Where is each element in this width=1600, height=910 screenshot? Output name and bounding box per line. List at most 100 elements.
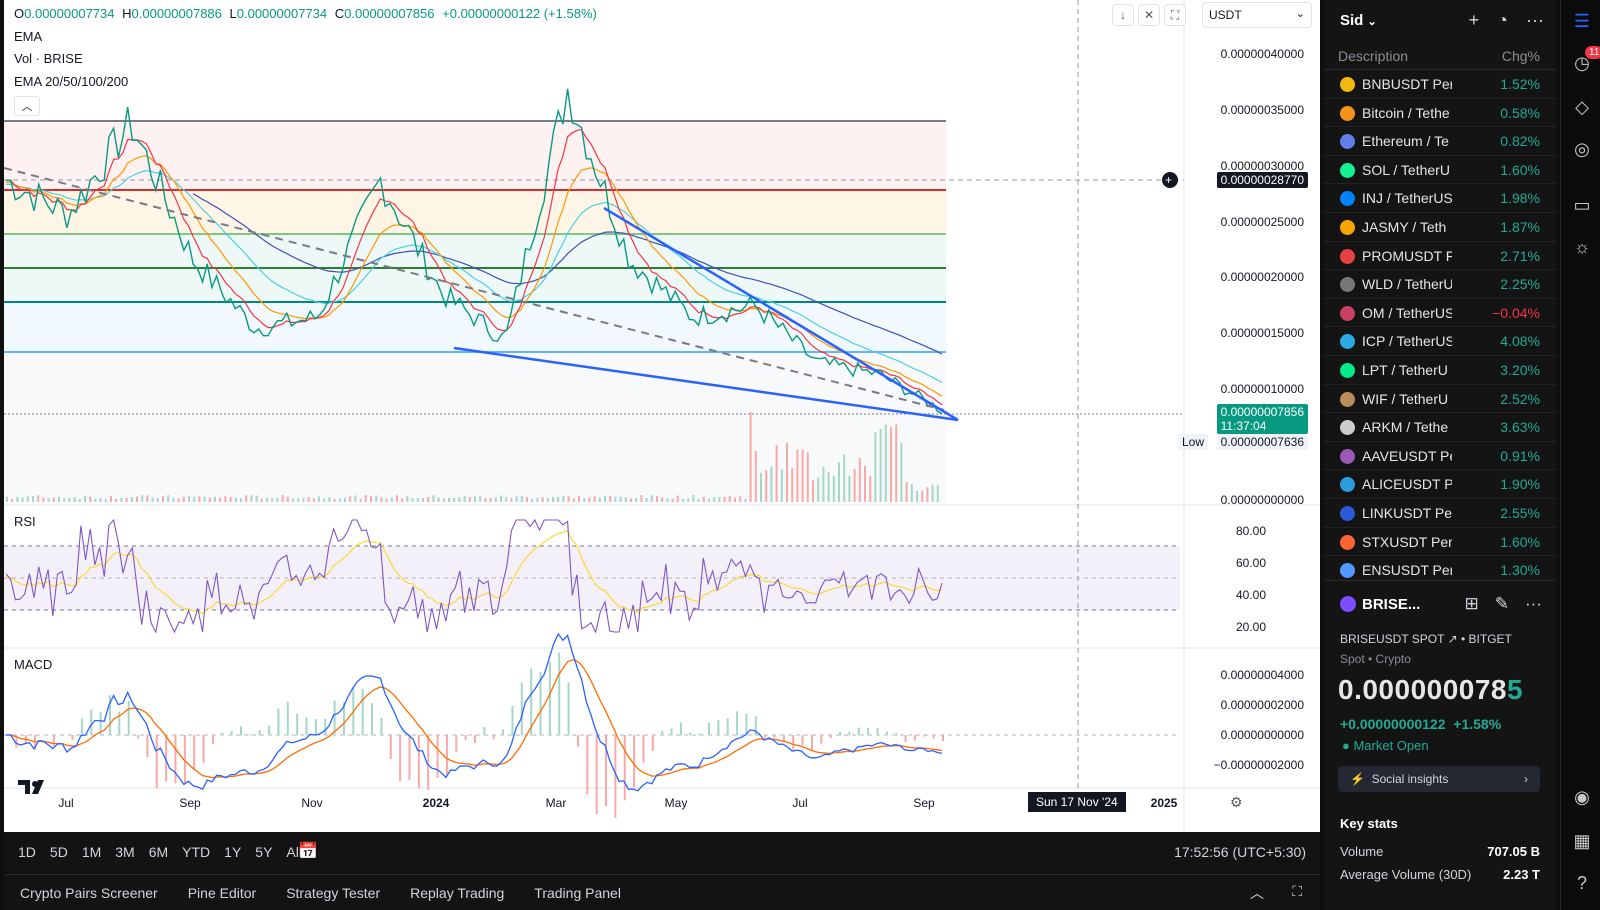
detail-market-type: Spot • Crypto: [1340, 652, 1411, 666]
column-change[interactable]: Chg%: [1501, 48, 1540, 64]
watchlist-row[interactable]: Bitcoin / Tethe 0.58%: [1324, 99, 1556, 128]
watchlist-row[interactable]: JASMY / Teth 1.87%: [1324, 213, 1556, 242]
rsi-pane-title[interactable]: RSI: [14, 514, 36, 529]
watchlist-row[interactable]: ICP / TetherUS 4.08%: [1324, 327, 1556, 356]
range-button[interactable]: 5Y: [255, 844, 273, 860]
lightbulb-icon[interactable]: ☼: [1573, 237, 1591, 257]
watchlist-row[interactable]: WLD / TetherU 2.25%: [1324, 270, 1556, 299]
watchlist-row[interactable]: AAVEUSDT Pe 0.91%: [1324, 442, 1556, 471]
watchlist-row[interactable]: OM / TetherUS −0.04%: [1324, 299, 1556, 328]
indicator-ema-ribbon[interactable]: EMA 20/50/100/200: [14, 74, 129, 89]
watchlist-symbol: WIF / TetherU: [1362, 390, 1449, 407]
rsi-line: [5, 518, 943, 634]
calendar-icon[interactable]: ▦: [1573, 831, 1591, 851]
coin-icon: [1340, 77, 1355, 92]
layers-icon[interactable]: ◇: [1575, 97, 1589, 117]
volume-bar: [219, 497, 222, 502]
watchlist-row[interactable]: ARKM / Tethe 3.63%: [1324, 413, 1556, 442]
chevron-up-icon[interactable]: ︿: [1250, 885, 1264, 901]
watchlist-title[interactable]: Sid ⌄: [1340, 12, 1377, 29]
tradingview-logo-icon[interactable]: [18, 778, 48, 796]
macd-histogram-bar: [792, 735, 795, 750]
indicator-volume[interactable]: Vol · BRISE: [14, 51, 83, 66]
chart-area[interactable]: + O0.00000007734 H0.00000007886 L0.00000…: [4, 0, 1320, 832]
hotlist-icon[interactable]: ◉: [1574, 787, 1590, 807]
watchlist-row[interactable]: WIF / TetherU 2.52%: [1324, 385, 1556, 414]
watchlist-row[interactable]: INJ / TetherUS 1.98%: [1324, 184, 1556, 213]
fullscreen-button[interactable]: ⛶: [1164, 4, 1186, 26]
watchlist-row[interactable]: STXUSDT Per 1.60%: [1324, 528, 1556, 557]
bottom-tab[interactable]: Replay Trading: [410, 885, 505, 901]
watchlist-change: 2.71%: [1500, 247, 1540, 264]
collapse-legend-button[interactable]: ︿: [14, 96, 40, 116]
chart-canvas[interactable]: +: [4, 0, 1320, 832]
bottom-tab[interactable]: Pine Editor: [187, 885, 257, 901]
more-icon[interactable]: ···: [1526, 10, 1544, 30]
range-button[interactable]: 5D: [49, 844, 68, 860]
macd-histogram-bar: [586, 735, 589, 795]
range-button[interactable]: 6M: [148, 844, 169, 860]
volume-bar: [541, 497, 544, 502]
detail-symbol[interactable]: BRISE...: [1340, 596, 1420, 613]
calendar-icon[interactable]: 📅: [298, 843, 318, 860]
indicator-ema[interactable]: EMA: [14, 29, 43, 44]
ideas-icon[interactable]: ◎: [1574, 139, 1590, 159]
maximize-panel-icon[interactable]: ⛶: [1292, 883, 1302, 899]
volume-bar: [68, 497, 71, 502]
range-bar: 1D 5D 1M 3M 6M YTD 1Y 5Y All 📅 17:52:56 (UTC+5:3…: [4, 832, 1320, 872]
watchlist-row[interactable]: SOL / TetherU 1.60%: [1324, 156, 1556, 185]
volume-bar: [479, 496, 482, 502]
bottom-tab[interactable]: Crypto Pairs Screener: [20, 885, 158, 901]
price-axis-label: 0.00000025000: [1220, 215, 1304, 229]
add-symbol-icon[interactable]: +: [1468, 10, 1480, 30]
clock[interactable]: 17:52:56 (UTC+5:30): [1174, 844, 1306, 860]
watchlist-row[interactable]: BNBUSDT Per 1.52%: [1324, 70, 1556, 99]
social-insights-button[interactable]: ⚡ Social insights ›: [1338, 766, 1540, 792]
range-button[interactable]: All: [286, 844, 302, 860]
range-button[interactable]: YTD: [182, 844, 211, 860]
volume-bar: [848, 475, 851, 502]
macd-histogram-bar: [183, 735, 186, 785]
watchlist-row[interactable]: ENSUSDT Per 1.30%: [1324, 556, 1556, 578]
scroll-down-button[interactable]: ↓: [1112, 4, 1134, 26]
edit-icon[interactable]: ✎: [1494, 594, 1510, 613]
volume-bar: [182, 496, 185, 502]
settings-gear-icon[interactable]: ⚙: [1230, 794, 1243, 810]
macd-histogram-bar: [717, 720, 720, 736]
macd-pane-title[interactable]: MACD: [14, 657, 53, 672]
external-link-icon[interactable]: ↗: [1447, 632, 1458, 646]
watchlist-row[interactable]: LPT / TetherU 3.20%: [1324, 356, 1556, 385]
range-button[interactable]: 1Y: [224, 844, 242, 860]
bottom-tab[interactable]: Strategy Tester: [286, 885, 381, 901]
watchlist-change: 1.60%: [1500, 161, 1540, 178]
advanced-view-icon[interactable]: ◔: [1497, 10, 1509, 30]
column-description[interactable]: Description: [1338, 48, 1409, 64]
macd-histogram-bar: [333, 700, 336, 736]
macd-histogram-bar: [427, 735, 430, 791]
volume-bar: [910, 484, 913, 502]
chat-icon[interactable]: ▭: [1573, 195, 1591, 215]
range-button[interactable]: 3M: [115, 844, 135, 860]
price-axis-label: 0.00000000000: [1220, 493, 1304, 507]
collapse-button[interactable]: ✕: [1138, 4, 1160, 26]
bottom-tab[interactable]: Trading Panel: [534, 885, 621, 901]
watchlist-symbol: BNBUSDT Per: [1362, 76, 1452, 92]
macd-histogram-bar: [745, 713, 748, 736]
macd-histogram-bar: [820, 735, 823, 744]
watchlist-symbol: PROMUSDT F: [1362, 247, 1452, 264]
watchlist-row[interactable]: Ethereum / Te 0.82%: [1324, 127, 1556, 156]
watchlist-row[interactable]: LINKUSDT Pe 2.55%: [1324, 499, 1556, 528]
currency-select[interactable]: USDT ⌄: [1202, 2, 1312, 28]
volume-bar: [120, 497, 123, 502]
range-button[interactable]: 1M: [81, 844, 102, 860]
more-icon[interactable]: ···: [1525, 594, 1542, 613]
help-icon[interactable]: ?: [1576, 873, 1587, 893]
alerts-clock-icon[interactable]: ◷: [1574, 53, 1590, 73]
time-axis-label: Sep: [179, 796, 201, 810]
watchlist-row[interactable]: PROMUSDT F 2.71%: [1324, 242, 1556, 271]
volume-bar: [47, 498, 50, 502]
grid-icon[interactable]: ⊞: [1464, 594, 1479, 613]
range-button[interactable]: 1D: [18, 844, 36, 860]
watchlist-icon[interactable]: ☰: [1573, 11, 1591, 31]
watchlist-row[interactable]: ALICEUSDT P 1.90%: [1324, 470, 1556, 499]
